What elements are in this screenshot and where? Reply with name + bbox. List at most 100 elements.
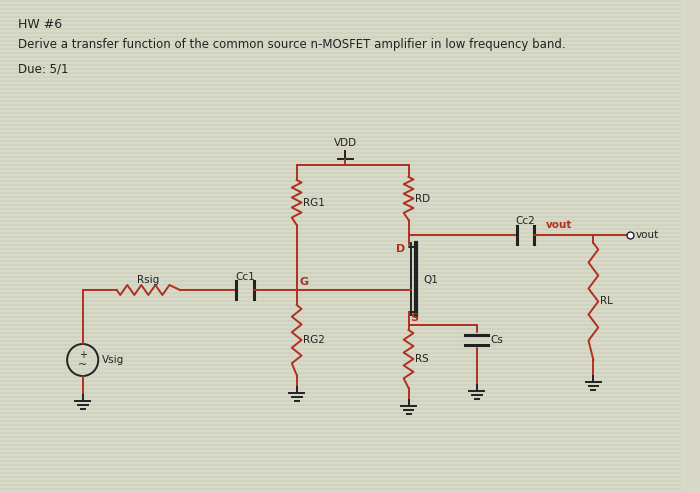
Text: Derive a transfer function of the common source n-MOSFET amplifier in low freque: Derive a transfer function of the common…: [18, 38, 565, 51]
Bar: [0, 348, 681, 350]
Bar: [0, 272, 681, 274]
Bar: [0, 72, 681, 74]
Bar: [0, 392, 681, 394]
Bar: [0, 192, 681, 194]
Bar: [0, 128, 681, 130]
Bar: [0, 8, 681, 10]
Bar: [0, 284, 681, 286]
Bar: [0, 152, 681, 154]
Bar: [0, 380, 681, 382]
Text: ~: ~: [78, 360, 88, 370]
Bar: [0, 276, 681, 278]
Bar: [0, 324, 681, 326]
Bar: [0, 188, 681, 190]
Bar: [0, 328, 681, 330]
Bar: [0, 224, 681, 226]
Text: Cs: Cs: [490, 335, 503, 345]
Bar: [0, 340, 681, 342]
Bar: [0, 96, 681, 98]
Bar: [0, 460, 681, 462]
Bar: [0, 280, 681, 282]
Text: Rsig: Rsig: [137, 275, 160, 285]
Bar: [0, 396, 681, 398]
Bar: [0, 384, 681, 386]
Bar: [0, 448, 681, 450]
Bar: [0, 408, 681, 410]
Bar: [0, 56, 681, 58]
Bar: [0, 176, 681, 178]
Bar: [0, 444, 681, 446]
Bar: [0, 296, 681, 298]
Text: Cc2: Cc2: [515, 216, 536, 226]
Bar: [0, 200, 681, 202]
Bar: [0, 336, 681, 338]
Bar: [0, 12, 681, 14]
Bar: [0, 472, 681, 474]
Text: G: G: [300, 277, 309, 287]
Bar: [0, 108, 681, 110]
Bar: [0, 100, 681, 102]
Text: HW #6: HW #6: [18, 18, 62, 31]
Bar: [0, 432, 681, 434]
Bar: [0, 252, 681, 254]
Bar: [0, 312, 681, 314]
Bar: [0, 204, 681, 206]
Bar: [0, 404, 681, 406]
Bar: [0, 88, 681, 90]
Bar: [0, 132, 681, 134]
Bar: [0, 428, 681, 430]
Text: RS: RS: [415, 354, 429, 364]
Bar: [0, 440, 681, 442]
Bar: [0, 288, 681, 290]
Bar: [0, 112, 681, 114]
Bar: [0, 228, 681, 230]
Bar: [0, 160, 681, 162]
Bar: [0, 172, 681, 174]
Bar: [0, 116, 681, 118]
Bar: [0, 104, 681, 106]
Bar: [0, 20, 681, 22]
Text: vout: vout: [546, 220, 572, 230]
Bar: [0, 184, 681, 186]
Text: Due: 5/1: Due: 5/1: [18, 62, 68, 75]
Bar: [0, 64, 681, 66]
Bar: [0, 196, 681, 198]
Bar: [0, 84, 681, 86]
Text: Vsig: Vsig: [102, 355, 125, 365]
Bar: [0, 452, 681, 454]
Bar: [0, 208, 681, 210]
Bar: [0, 232, 681, 234]
Bar: [0, 0, 681, 2]
Bar: [0, 164, 681, 166]
Bar: [0, 124, 681, 126]
Bar: [0, 244, 681, 246]
Bar: [0, 24, 681, 26]
Bar: [0, 416, 681, 418]
Bar: [0, 180, 681, 182]
Bar: [0, 456, 681, 458]
Text: Cc1: Cc1: [235, 272, 255, 282]
Bar: [0, 292, 681, 294]
Bar: [0, 68, 681, 70]
Bar: [0, 156, 681, 158]
Bar: [0, 268, 681, 270]
Bar: [0, 168, 681, 170]
Bar: [0, 300, 681, 302]
Bar: [0, 60, 681, 62]
Bar: [0, 4, 681, 6]
Bar: [0, 332, 681, 334]
Bar: [0, 256, 681, 258]
Bar: [0, 44, 681, 46]
Text: RG2: RG2: [304, 335, 326, 345]
Bar: [0, 476, 681, 478]
Bar: [0, 376, 681, 378]
Text: D: D: [396, 244, 405, 254]
Bar: [0, 436, 681, 438]
Bar: [0, 484, 681, 486]
Bar: [0, 32, 681, 34]
Bar: [0, 264, 681, 266]
Bar: [0, 364, 681, 366]
Bar: [0, 352, 681, 354]
Text: VDD: VDD: [334, 138, 357, 148]
Bar: [0, 344, 681, 346]
